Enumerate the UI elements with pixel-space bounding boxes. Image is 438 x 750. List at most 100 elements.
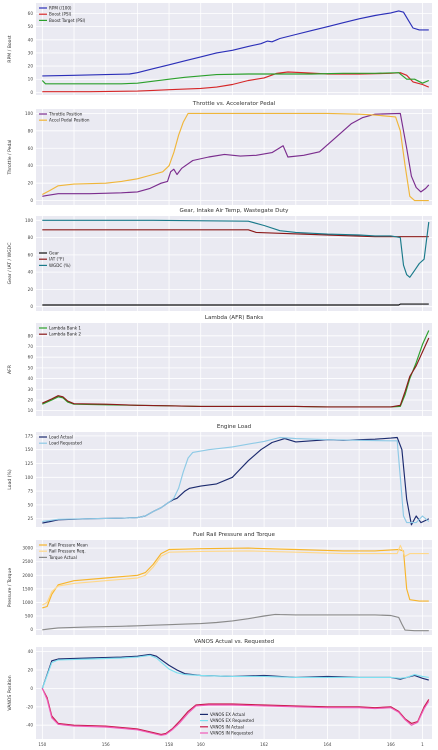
x-tick-label: 1 [421, 742, 424, 747]
y-tick-label: 30 [28, 50, 34, 55]
legend-label: Load Actual [49, 435, 73, 440]
series-line-gear [42, 303, 429, 306]
legend-label: Torque Actual [48, 555, 77, 560]
y-tick-label: 40 [28, 163, 34, 168]
plot-background [36, 432, 432, 527]
plot-background [36, 540, 432, 635]
legend-label: VANOS EX Requested [210, 718, 254, 723]
y-tick-label: 2500 [22, 559, 33, 564]
y-tick-label: 30 [28, 387, 34, 392]
y-tick-label: 20 [28, 668, 34, 673]
y-tick-label: 20 [28, 287, 34, 292]
y-tick-label: 100 [25, 111, 33, 116]
chart-title: Fuel Rail Pressure and Torque [193, 532, 275, 538]
plot-background [36, 3, 432, 95]
y-tick-label: 175 [25, 433, 33, 438]
y-axis-label: Throttle / Pedal [7, 140, 13, 176]
legend-label: Gear [49, 251, 59, 256]
y-tick-label: 0 [30, 627, 33, 632]
legend-label: Rail Pressure Mean [49, 543, 88, 548]
y-tick-label: 40 [28, 270, 34, 275]
y-tick-label: 70 [28, 344, 34, 349]
chart-panel-6: 0 500 1000 1500 2000 2500 3000 Fuel Rail Pressu… [7, 532, 432, 635]
legend-label: VANOS EX Actual [210, 712, 245, 717]
y-tick-label: 50 [28, 365, 34, 370]
x-tick-label: 150 [38, 742, 46, 747]
y-tick-label: 0 [30, 304, 33, 309]
y-tick-label: 100 [25, 475, 33, 480]
legend-label: Load Requested [49, 441, 82, 446]
y-tick-label: 1500 [22, 586, 33, 591]
y-tick-label: 40 [28, 37, 34, 42]
y-tick-label: 3000 [22, 546, 33, 551]
series-line-vanos-ex-actual [41, 653, 429, 689]
y-tick-label: 60 [28, 355, 34, 360]
legend-label: Boost Target (PSI) [49, 18, 86, 23]
legend: RPM (/100)Boost (PSI)Boost Target (PSI) [39, 6, 86, 23]
legend-label: Lambda Bank 1 [49, 326, 81, 331]
y-tick-label: 40 [28, 376, 34, 381]
chart-panel-2: 0 20 40 60 80 100 Throttle vs. Accelerator Ped… [7, 101, 432, 205]
series-line-rail-pressure-req [42, 544, 429, 606]
series-line-lambda-bank-2 [42, 337, 430, 408]
series-line-vanos-in-actual [41, 688, 430, 735]
chart-panel-5: 25 50 75 100 125 150 175 Engine Load Load (%) Loa… [7, 424, 432, 527]
y-tick-label: 1000 [22, 600, 33, 605]
y-tick-label: 80 [28, 333, 34, 338]
y-tick-label: 50 [28, 24, 34, 29]
legend-label: Boost (PSI) [49, 12, 72, 17]
y-axis-label: VANOS Position [7, 675, 13, 710]
y-tick-label: 10 [28, 408, 34, 413]
y-tick-label: 40 [28, 649, 34, 654]
series-line-vanos-in-requested [41, 688, 430, 736]
y-tick-label: 150 [25, 447, 33, 452]
y-axis-label: AFR [7, 364, 13, 374]
legend-label: Lambda Bank 2 [49, 332, 81, 337]
y-tick-label: 20 [28, 397, 34, 402]
series-line-load-requested [42, 436, 430, 524]
plot-background [36, 647, 432, 739]
y-tick-label: 125 [25, 461, 33, 466]
chart-title: Lambda (AFR) Banks [205, 315, 263, 321]
plot-background [36, 109, 432, 205]
series-line-torque-actual [42, 613, 429, 632]
y-tick-label: 20 [28, 64, 34, 69]
legend-label: RPM (/100) [49, 6, 72, 11]
y-axis-label: Load (%) [7, 469, 13, 490]
y-tick-label: 75 [28, 489, 34, 494]
y-tick-label: 0 [30, 90, 33, 95]
y-tick-label: 0 [30, 686, 33, 691]
chart-title: Throttle vs. Accelerator Pedal [192, 101, 276, 107]
y-tick-label: -40 [26, 723, 33, 728]
legend-label: Rail Pressure Req. [49, 549, 86, 554]
y-tick-label: 20 [28, 181, 34, 186]
series-line-throttle-position [42, 112, 430, 197]
x-tick-label: 160 [197, 742, 205, 747]
y-tick-label: 60 [28, 11, 34, 16]
chart-title: Engine Load [217, 424, 252, 430]
x-tick-label: 162 [260, 742, 268, 747]
y-tick-label: 100 [25, 218, 33, 223]
series-line-boost-target-psi [41, 72, 430, 85]
y-tick-label: 60 [28, 146, 34, 151]
series-line-vanos-ex-requested [41, 654, 429, 689]
y-tick-label: 80 [28, 128, 34, 133]
chart-panel-3: 0 20 40 60 80 100 Gear, Intake Air Temp, Waste… [7, 208, 432, 311]
y-tick-label: -20 [26, 704, 33, 709]
plot-background [36, 216, 432, 311]
series-line-boost-psi [42, 71, 430, 93]
x-tick-label: 166 [387, 742, 395, 747]
series-line-rpm-100 [42, 10, 429, 77]
x-tick-label: 158 [165, 742, 173, 747]
plot-background [36, 323, 432, 416]
legend-label: WGDC (%) [49, 263, 71, 268]
legend-label: IAT (°F) [49, 257, 64, 262]
y-tick-label: 500 [25, 614, 33, 619]
series-line-wgdc [42, 219, 430, 278]
